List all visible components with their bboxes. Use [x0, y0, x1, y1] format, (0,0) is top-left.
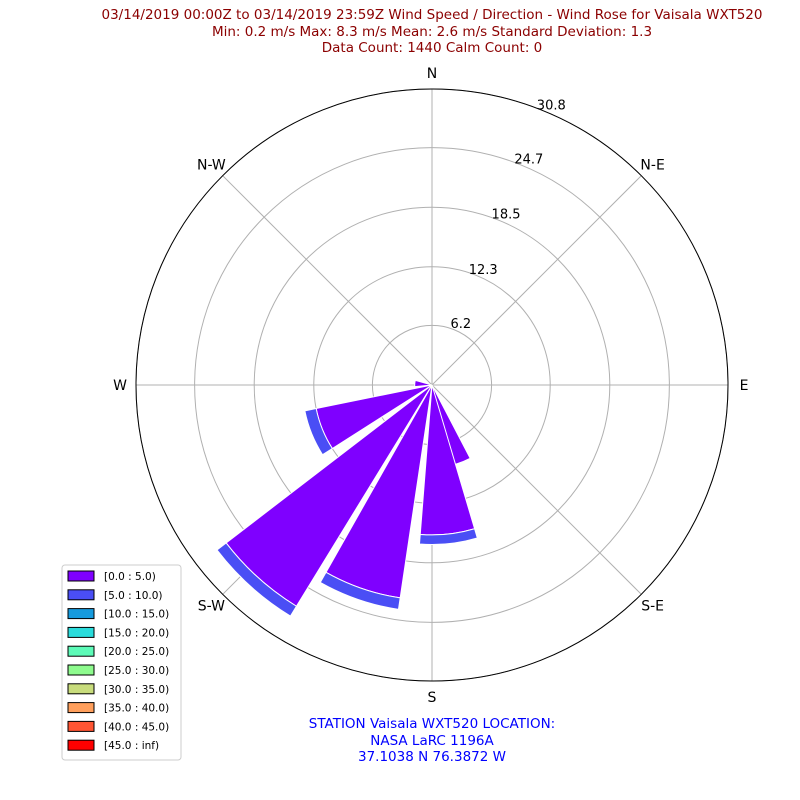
legend-label: [5.0 : 10.0) — [104, 590, 162, 602]
legend-swatch — [67, 702, 95, 714]
direction-labels: N N-E E S-E S S-W W N-W — [113, 66, 748, 706]
ring-labels: 6.2 12.3 18.5 24.7 30.8 — [450, 99, 565, 332]
wind-sector-bar — [414, 379, 433, 388]
legend-swatch — [67, 664, 95, 676]
direction-label: W — [113, 378, 127, 394]
legend: [0.0 : 5.0) [5.0 : 10.0) [10.0 : 15.0) [15.… — [61, 564, 182, 761]
legend-label: [35.0 : 40.0) — [104, 703, 169, 715]
legend-swatch — [67, 626, 95, 638]
ring-label: 24.7 — [514, 153, 543, 168]
legend-label: [25.0 : 30.0) — [104, 665, 169, 677]
station-line-1: STATION Vaisala WXT520 LOCATION: — [309, 716, 555, 732]
legend-swatch — [67, 720, 95, 732]
legend-swatch — [67, 645, 95, 657]
ring-label: 30.8 — [537, 99, 566, 114]
grid-spoke — [431, 175, 642, 386]
legend-label: [20.0 : 25.0) — [104, 646, 169, 658]
chart-title: 03/14/2019 00:00Z to 03/14/2019 23:59Z W… — [102, 7, 763, 56]
station-info: STATION Vaisala WXT520 LOCATION: NASA La… — [309, 716, 555, 765]
wind-sector-bar — [216, 542, 298, 617]
grid-spoke — [222, 175, 433, 386]
station-line-3: 37.1038 N 76.3872 W — [358, 749, 506, 765]
direction-label: S-W — [198, 599, 225, 615]
legend-label: [40.0 : 45.0) — [104, 721, 169, 733]
title-line-1: 03/14/2019 00:00Z to 03/14/2019 23:59Z W… — [102, 7, 763, 23]
wind-sector-bar — [304, 407, 333, 456]
ring-label: 6.2 — [450, 317, 471, 332]
ring-label: 12.3 — [469, 263, 498, 278]
legend-label: [30.0 : 35.0) — [104, 684, 169, 696]
legend-label: [45.0 : inf) — [104, 740, 159, 752]
wind-sectors — [216, 379, 478, 617]
grid-spoke — [431, 384, 642, 595]
legend-swatch — [67, 683, 95, 695]
title-line-3: Data Count: 1440 Calm Count: 0 — [322, 40, 543, 56]
title-line-2: Min: 0.2 m/s Max: 8.3 m/s Mean: 2.6 m/s … — [212, 24, 652, 40]
direction-label: N — [427, 66, 437, 82]
direction-label: N-W — [197, 157, 226, 173]
legend-label: [15.0 : 20.0) — [104, 627, 169, 639]
ring-label: 18.5 — [492, 208, 521, 223]
legend-label: [10.0 : 15.0) — [104, 609, 169, 621]
wind-sector-bar — [418, 528, 478, 546]
legend-label: [0.0 : 5.0) — [104, 571, 156, 583]
direction-label: N-E — [640, 157, 664, 173]
wind-sector-bar — [319, 571, 401, 610]
legend-swatch — [67, 570, 95, 582]
legend-swatch — [67, 739, 95, 751]
station-line-2: NASA LaRC 1196A — [370, 733, 494, 749]
legend-swatch — [67, 608, 95, 620]
legend-swatch — [67, 589, 95, 601]
direction-label: E — [740, 378, 749, 394]
direction-label: S — [428, 690, 437, 706]
polar-frame — [135, 88, 729, 682]
direction-label: S-E — [641, 599, 664, 615]
